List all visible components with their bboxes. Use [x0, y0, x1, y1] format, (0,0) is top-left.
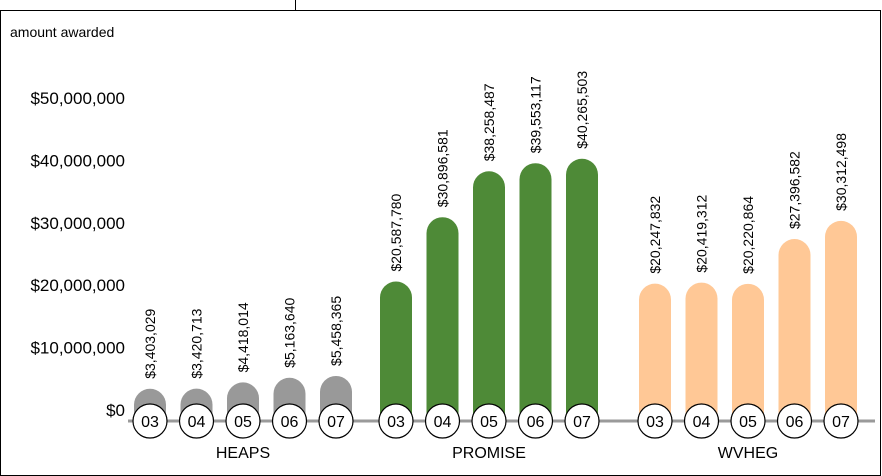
year-circle [132, 403, 168, 439]
y-axis-title: amount awarded [10, 24, 114, 40]
bar-value-label: $30,896,581 [435, 129, 451, 207]
bar-value-label: $38,258,487 [481, 83, 497, 161]
bar-promise-07 [566, 158, 598, 420]
year-label: 05 [739, 414, 757, 431]
bar-value-label: $20,247,832 [647, 196, 663, 274]
year-label: 06 [281, 414, 299, 431]
year-circle [730, 403, 766, 439]
bar-value-label: $30,312,498 [833, 133, 849, 211]
year-circle [271, 403, 308, 439]
year-circle [178, 403, 215, 439]
year-label: 03 [387, 414, 405, 431]
bar-wvheg-05 [732, 283, 764, 420]
group-label-wvheg: WVHEG [718, 445, 778, 462]
bar-value-label: $5,163,640 [282, 297, 298, 367]
bar-value-label: $20,587,780 [388, 193, 404, 271]
year-label: 06 [786, 414, 804, 431]
group-labels: HEAPS PROMISE WVHEG [216, 445, 778, 462]
year-circle [225, 403, 261, 439]
y-tick-label: $20,000,000 [30, 276, 125, 295]
year-label: 06 [527, 414, 545, 431]
bar-promise-06 [519, 163, 552, 421]
bar-value-label: $3,420,713 [189, 308, 205, 378]
y-tick-label: $0 [106, 401, 125, 420]
group-label-heaps: HEAPS [216, 445, 270, 462]
group-label-promise: PROMISE [452, 445, 526, 462]
year-circle [424, 403, 461, 439]
y-tick-label: $40,000,000 [30, 151, 125, 170]
bar-value-label: $20,419,312 [694, 195, 710, 273]
year-circle [776, 403, 813, 439]
year-circle [823, 403, 859, 439]
year-label: 05 [480, 414, 498, 431]
year-label: 04 [188, 414, 206, 431]
year-label: 07 [327, 414, 345, 431]
year-label: 04 [434, 414, 452, 431]
bar-value-label: $5,458,365 [328, 296, 344, 366]
year-circle [517, 403, 554, 439]
year-label: 07 [573, 414, 591, 431]
y-axis: $0 $10,000,000 $20,000,000 $30,000,000 $40,0… [30, 89, 125, 420]
year-label: 05 [234, 414, 252, 431]
y-tick-label: $30,000,000 [30, 214, 125, 233]
year-circle [564, 403, 600, 439]
year-circle [378, 403, 414, 439]
bar-value-label: $3,403,029 [142, 308, 158, 378]
year-markers: 03 04 05 06 07 03 04 05 06 07 03 04 05 06 07 [132, 403, 859, 439]
year-label: 04 [693, 414, 711, 431]
bar-value-label: $27,396,582 [787, 151, 803, 229]
year-circle [471, 403, 507, 439]
year-circle [683, 403, 720, 439]
bar-promise-03 [380, 281, 412, 420]
bar-wvheg-03 [639, 283, 671, 420]
bar-promise-05 [473, 171, 505, 420]
bar-value-label: $20,220,864 [740, 196, 756, 274]
bar-wvheg-04 [685, 282, 718, 420]
year-label: 03 [141, 414, 159, 431]
bar-value-label: $4,418,014 [235, 302, 251, 372]
y-tick-label: $50,000,000 [30, 89, 125, 108]
bars: $3,403,029 $3,420,713 $4,418,014 $5,163,640… [134, 71, 857, 421]
year-circle [318, 403, 354, 439]
bar-wvheg-06 [778, 239, 811, 420]
year-label: 07 [832, 414, 850, 431]
bar-promise-04 [426, 217, 459, 420]
bar-value-label: $40,265,503 [574, 71, 590, 149]
bar-wvheg-07 [825, 220, 857, 420]
year-label: 03 [646, 414, 664, 431]
year-circle [637, 403, 673, 439]
y-tick-label: $10,000,000 [30, 339, 125, 358]
bar-value-label: $39,553,117 [528, 76, 544, 153]
